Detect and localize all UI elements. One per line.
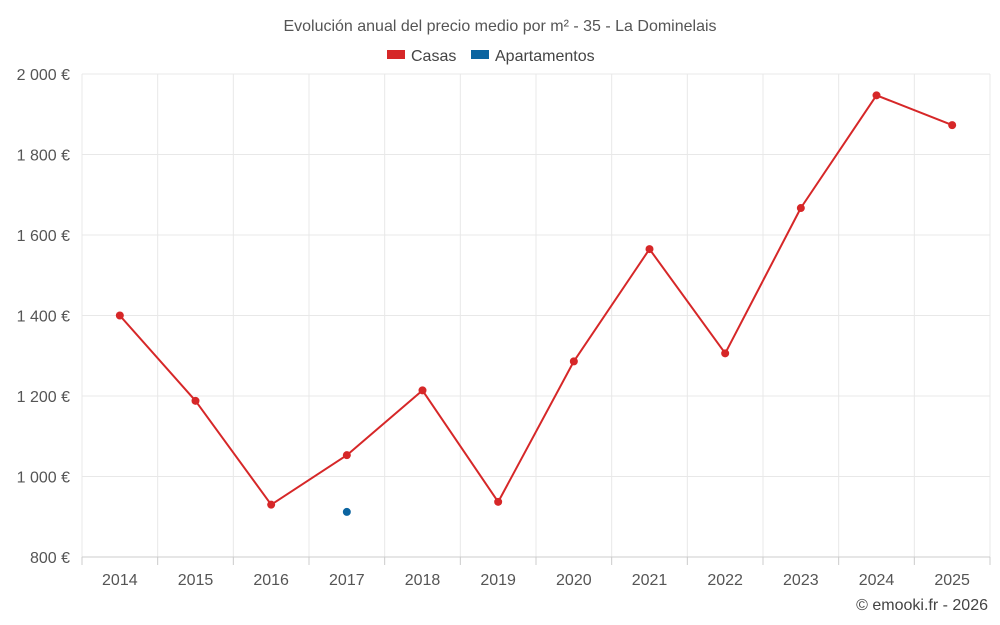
legend-label-apartamentos[interactable]: Apartamentos bbox=[495, 48, 595, 65]
legend: Casas Apartamentos bbox=[387, 48, 595, 65]
legend-swatch-apartamentos[interactable] bbox=[471, 50, 489, 59]
chart-title: Evolución anual del precio medio por m² … bbox=[283, 18, 716, 35]
x-tick-label: 2015 bbox=[178, 572, 214, 589]
x-tick-label: 2018 bbox=[405, 572, 441, 589]
data-point-casas[interactable] bbox=[948, 121, 957, 130]
x-tick-label: 2025 bbox=[934, 572, 970, 589]
data-point-casas[interactable] bbox=[267, 500, 276, 509]
y-tick-label: 1 000 € bbox=[17, 470, 70, 487]
data-point-casas[interactable] bbox=[115, 311, 124, 320]
y-tick-label: 2 000 € bbox=[17, 67, 70, 84]
data-point-casas[interactable] bbox=[872, 91, 881, 100]
x-tick-label: 2016 bbox=[253, 572, 289, 589]
data-point-casas[interactable] bbox=[418, 386, 427, 395]
y-tick-label: 1 600 € bbox=[17, 228, 70, 245]
y-tick-label: 1 400 € bbox=[17, 309, 70, 326]
series bbox=[115, 91, 957, 516]
x-tick-label: 2024 bbox=[859, 572, 895, 589]
x-tick-label: 2022 bbox=[707, 572, 743, 589]
x-tick-label: 2019 bbox=[480, 572, 516, 589]
data-point-apartamentos[interactable] bbox=[342, 507, 351, 516]
data-point-casas[interactable] bbox=[645, 245, 654, 254]
data-point-casas[interactable] bbox=[721, 349, 730, 358]
legend-label-casas[interactable]: Casas bbox=[411, 48, 456, 65]
data-point-casas[interactable] bbox=[342, 451, 351, 460]
grid bbox=[81, 73, 991, 557]
y-tick-label: 1 800 € bbox=[17, 148, 70, 165]
data-point-casas[interactable] bbox=[191, 396, 200, 405]
y-tick-label: 1 200 € bbox=[17, 389, 70, 406]
x-tick-label: 2017 bbox=[329, 572, 365, 589]
y-tick-label: 800 € bbox=[30, 550, 70, 567]
data-point-casas[interactable] bbox=[569, 357, 578, 366]
series-line-casas bbox=[119, 94, 953, 506]
data-point-casas[interactable] bbox=[796, 204, 805, 213]
x-tick-label: 2023 bbox=[783, 572, 819, 589]
data-point-casas[interactable] bbox=[494, 497, 503, 506]
x-tick-label: 2021 bbox=[632, 572, 668, 589]
credit-text: © emooki.fr - 2026 bbox=[856, 597, 988, 614]
x-tick-label: 2014 bbox=[102, 572, 138, 589]
x-tick-label: 2020 bbox=[556, 572, 592, 589]
legend-swatch-casas[interactable] bbox=[387, 50, 405, 59]
axes: 800 € 1 000 € 1 200 € 1 400 € 1 600 € 1 800 €… bbox=[17, 67, 991, 589]
